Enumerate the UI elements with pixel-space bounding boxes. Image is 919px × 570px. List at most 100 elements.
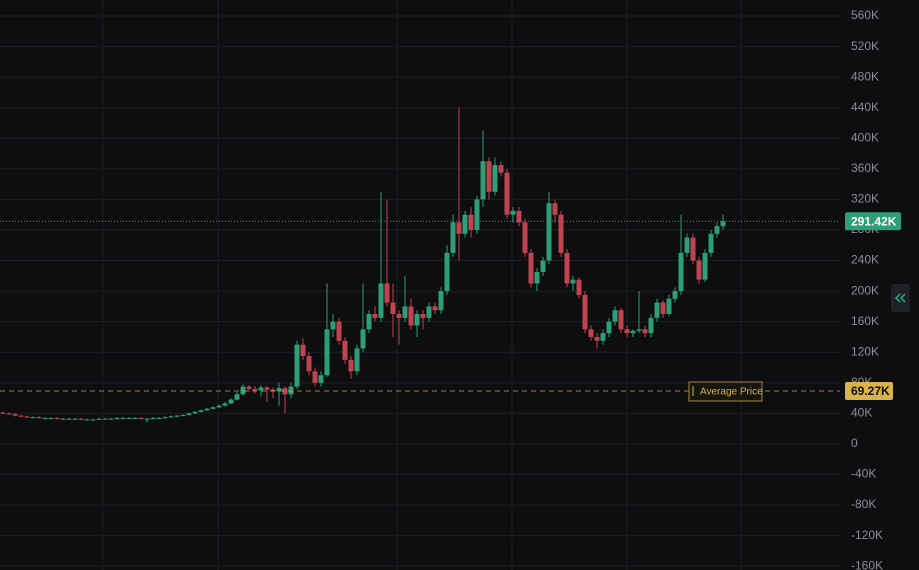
candle-body [348, 359, 354, 372]
candle-body [108, 418, 114, 420]
candle-body [120, 417, 126, 419]
candle-body [192, 411, 198, 414]
candle-body [708, 233, 714, 253]
candle-body [342, 340, 348, 360]
candle-body [162, 417, 168, 419]
candle-body [18, 415, 24, 417]
candle-body [102, 418, 108, 420]
candle-body [186, 413, 192, 415]
candle-body [282, 388, 288, 395]
candle-body [444, 252, 450, 292]
candle-body [468, 214, 474, 230]
candle-body [510, 210, 516, 215]
candle-body [138, 417, 144, 419]
candle-body [366, 314, 372, 330]
candle-body [648, 317, 654, 334]
average-price-label: 69.27K [851, 384, 890, 398]
candle-body [114, 417, 120, 419]
candle-body [228, 399, 234, 404]
candle-body [714, 226, 720, 234]
candle-body [618, 310, 624, 330]
candle-body [252, 388, 258, 391]
average-price-badge [845, 382, 893, 401]
candle-body [306, 356, 312, 372]
candle-body [528, 252, 534, 284]
candles [0, 107, 726, 423]
candle-body [612, 310, 618, 322]
candle-body [486, 161, 492, 192]
candle-body [222, 403, 228, 406]
candle-body [696, 260, 702, 280]
collapse-button[interactable] [891, 284, 910, 312]
candle-body [216, 405, 222, 408]
candle-body [720, 221, 726, 227]
candle-body [156, 417, 162, 419]
candle-body [540, 260, 546, 273]
y-tick-label: 240K [851, 253, 879, 267]
candle-body [414, 314, 420, 326]
candle-body [498, 165, 504, 173]
candle-body [480, 161, 486, 200]
candle-body [654, 302, 660, 318]
candle-body [570, 279, 576, 284]
candle-body [678, 252, 684, 292]
candle-body [684, 237, 690, 253]
y-tick-label: 40K [851, 406, 872, 420]
candle-body [126, 417, 132, 419]
candle-body [402, 306, 408, 318]
y-tick-label: -160K [851, 558, 883, 570]
candle-body [558, 214, 564, 253]
candle-body [702, 252, 708, 280]
candle-body [318, 375, 324, 383]
candle-body [330, 321, 336, 330]
candle-body [198, 410, 204, 412]
candle-body [66, 418, 72, 420]
candle-body [288, 386, 294, 395]
candle-body [174, 415, 180, 417]
candle-body [516, 210, 522, 223]
candle-body [72, 418, 78, 420]
candle-body [384, 283, 390, 303]
candle-body [690, 237, 696, 261]
candle-body [378, 283, 384, 318]
candle-body [672, 291, 678, 299]
candle-body [150, 417, 156, 419]
candle-body [42, 417, 48, 419]
candle-body [630, 330, 636, 334]
candle-body [606, 321, 612, 334]
candle-body [294, 344, 300, 387]
candle-body [300, 344, 306, 357]
current-price-badge [845, 212, 901, 231]
y-tick-label: -80K [851, 497, 876, 511]
y-tick-label: 320K [851, 192, 879, 206]
candle-body [258, 387, 264, 391]
current-price-label: 291.42K [851, 214, 897, 228]
y-tick-label: 440K [851, 100, 879, 114]
candle-body [450, 222, 456, 253]
candle-body [96, 418, 102, 420]
candle-body [624, 329, 630, 334]
collapse-icon[interactable] [894, 293, 906, 303]
y-tick-label: 400K [851, 130, 879, 144]
candle-body [210, 407, 216, 409]
candle-body [474, 199, 480, 230]
candle-body [180, 414, 186, 416]
candle-body [420, 314, 426, 318]
y-tick-label: 160K [851, 314, 879, 328]
candle-body [588, 329, 594, 337]
candle-body [396, 314, 402, 318]
candle-body [462, 214, 468, 234]
candle-body [234, 394, 240, 400]
y-tick-label: 360K [851, 161, 879, 175]
candle-body [546, 203, 552, 261]
candle-body [552, 203, 558, 215]
candle-body [90, 419, 96, 421]
candle-body [204, 408, 210, 411]
average-price-tag-box [688, 381, 763, 402]
candle-body [36, 417, 42, 419]
candle-body [78, 418, 84, 420]
candle-body [0, 412, 6, 414]
candle-body [324, 329, 330, 376]
candle-body [534, 272, 540, 284]
